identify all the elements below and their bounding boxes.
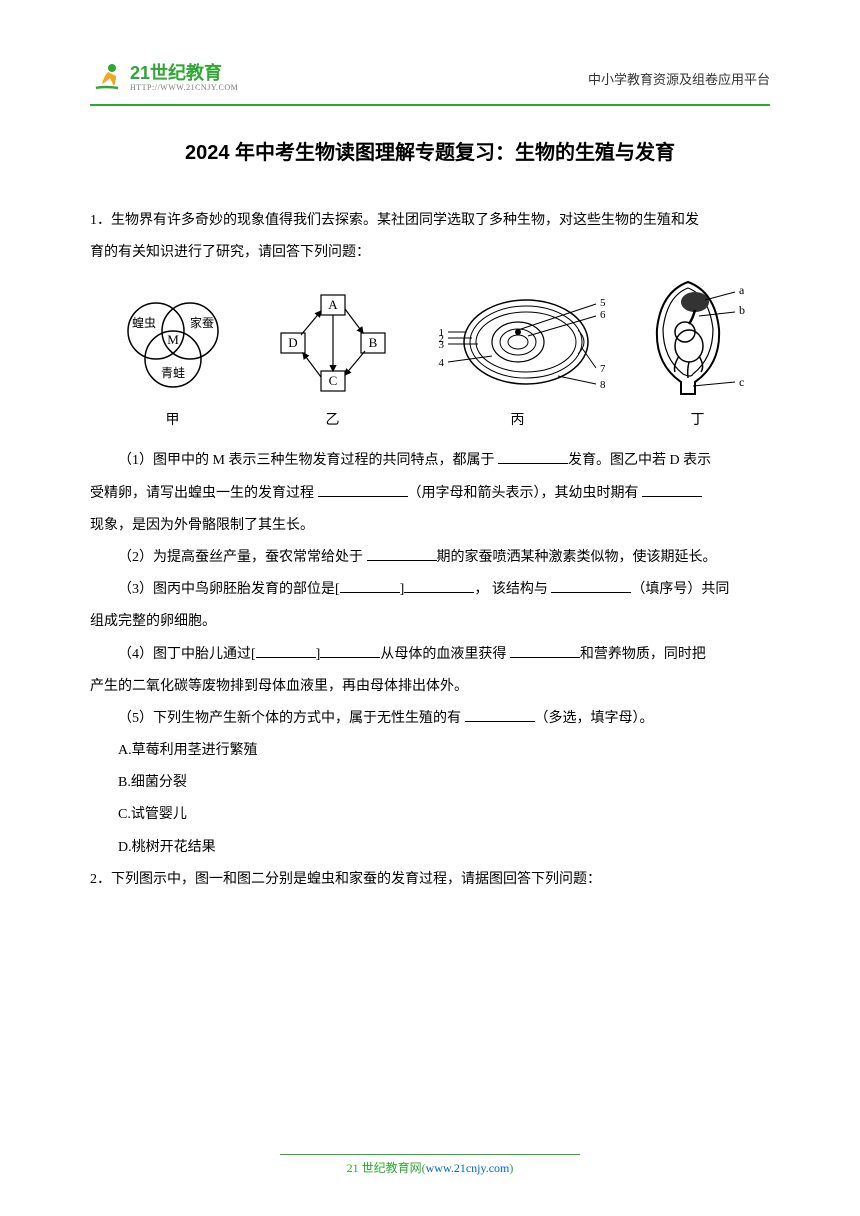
footer-text: 21 世纪教育网(www.21cnjy.com) bbox=[0, 1159, 860, 1176]
logo-text: 21世纪教育 HTTP://WWW.21CNJY.COM bbox=[130, 64, 238, 93]
flow-diagram: A B C D bbox=[273, 289, 393, 399]
q1-p5: （5）下列生物产生新个体的方式中，属于无性生殖的有 （多选，填字母）。 bbox=[90, 703, 770, 735]
fig-label-yi: 乙 bbox=[326, 405, 340, 437]
svg-text:3: 3 bbox=[438, 339, 444, 351]
logo: 21世纪教育 HTTP://WWW.21CNJY.COM bbox=[90, 60, 238, 96]
blank bbox=[465, 708, 535, 722]
svg-text:B: B bbox=[368, 335, 377, 350]
footer-divider bbox=[280, 1154, 580, 1155]
q1-p4a: （4）图丁中胎儿通过[ bbox=[118, 647, 256, 662]
q1-optC: C.试管婴儿 bbox=[90, 799, 770, 831]
blank bbox=[404, 579, 474, 593]
q1-p5a: （5）下列生物产生新个体的方式中，属于无性生殖的有 bbox=[118, 711, 465, 726]
page-title: 2024 年中考生物读图理解专题复习：生物的生殖与发育 bbox=[90, 136, 770, 165]
header-divider bbox=[90, 104, 770, 106]
blank bbox=[498, 450, 568, 464]
svg-text:D: D bbox=[288, 335, 297, 350]
header-right-text: 中小学教育资源及组卷应用平台 bbox=[588, 69, 770, 88]
q1-p1c: 受精卵，请写出蝗虫一生的发育过程 bbox=[90, 486, 318, 501]
blank bbox=[367, 547, 437, 561]
svg-text:A: A bbox=[328, 297, 338, 312]
q1-p3-line1: （3）图丙中鸟卵胚胎发育的部位是[]， 该结构与 （填序号）共同 bbox=[90, 574, 770, 606]
svg-text:家蚕: 家蚕 bbox=[189, 315, 213, 330]
venn-diagram: 蝗虫 家蚕 青蛙 M bbox=[108, 289, 238, 399]
svg-text:蝗虫: 蝗虫 bbox=[131, 316, 155, 330]
q1-p3c: ， 该结构与 bbox=[474, 582, 551, 597]
q1-p2b: 期的家蚕喷洒某种激素类似物，使该期延长。 bbox=[437, 550, 717, 565]
fig-label-ding: 丁 bbox=[691, 405, 705, 437]
svg-text:5: 5 bbox=[600, 297, 606, 309]
q1-p4c: 从母体的血液里获得 bbox=[380, 647, 510, 662]
q1-p3a: （3）图丙中鸟卵胚胎发育的部位是[ bbox=[118, 582, 340, 597]
q1-p1a: （1）图甲中的 M 表示三种生物发育过程的共同特点，都属于 bbox=[118, 453, 498, 468]
q1-p1-line2: 受精卵，请写出蝗虫一生的发育过程 （用字母和箭头表示），其幼虫时期有 bbox=[90, 478, 770, 510]
q1-p5b: （多选，填字母）。 bbox=[535, 711, 654, 726]
figure-ding: a b c 丁 bbox=[643, 274, 753, 437]
blank bbox=[320, 644, 380, 658]
svg-text:7: 7 bbox=[600, 363, 606, 375]
logo-sub-text: HTTP://WWW.21CNJY.COM bbox=[130, 84, 238, 93]
blank bbox=[510, 644, 580, 658]
svg-text:c: c bbox=[739, 375, 744, 389]
page-footer: 21 世纪教育网(www.21cnjy.com) bbox=[0, 1154, 860, 1176]
q1-p4d: 和营养物质，同时把 bbox=[580, 647, 706, 662]
footer-prefix: 21 世纪教育网( bbox=[347, 1161, 426, 1175]
figure-yi: A B C D 乙 bbox=[273, 289, 393, 437]
blank bbox=[551, 579, 631, 593]
q1-optA: A.草莓利用茎进行繁殖 bbox=[90, 735, 770, 767]
blank bbox=[256, 644, 316, 658]
fig-label-jia: 甲 bbox=[166, 405, 180, 437]
q1-p1-line3: 现象，是因为外骨骼限制了其生长。 bbox=[90, 510, 770, 542]
svg-text:8: 8 bbox=[600, 379, 606, 391]
uterus-diagram: a b c bbox=[643, 274, 753, 399]
figure-jia: 蝗虫 家蚕 青蛙 M 甲 bbox=[108, 289, 238, 437]
q1-p4-line1: （4）图丁中胎儿通过[]从母体的血液里获得 和营养物质，同时把 bbox=[90, 639, 770, 671]
svg-text:青蛙: 青蛙 bbox=[160, 366, 184, 380]
q1-p1d: （用字母和箭头表示），其幼虫时期有 bbox=[408, 486, 643, 501]
blank bbox=[642, 483, 702, 497]
q1-p2a: （2）为提高蚕丝产量，蚕农常常给处于 bbox=[118, 550, 367, 565]
svg-text:4: 4 bbox=[438, 357, 444, 369]
figure-bing: 1 2 3 4 5 6 7 8 丙 bbox=[428, 284, 608, 437]
q1-intro-line1: 1．生物界有许多奇妙的现象值得我们去探索。某社团同学选取了多种生物，对这些生物的… bbox=[90, 205, 770, 237]
q1-optB: B.细菌分裂 bbox=[90, 767, 770, 799]
svg-text:C: C bbox=[328, 373, 337, 388]
footer-suffix: ) bbox=[509, 1161, 513, 1175]
egg-diagram: 1 2 3 4 5 6 7 8 bbox=[428, 284, 608, 399]
svg-text:6: 6 bbox=[600, 309, 606, 321]
q1-p4-line2: 产生的二氧化碳等废物排到母体血液里，再由母体排出体外。 bbox=[90, 671, 770, 703]
q1-p1-line1: （1）图甲中的 M 表示三种生物发育过程的共同特点，都属于 发育。图乙中若 D … bbox=[90, 445, 770, 477]
fig-label-bing: 丙 bbox=[511, 405, 525, 437]
svg-text:b: b bbox=[739, 303, 745, 317]
q1-optD: D.桃树开花结果 bbox=[90, 832, 770, 864]
q1-p1b: 发育。图乙中若 D 表示 bbox=[568, 453, 711, 468]
footer-link[interactable]: www.21cnjy.com bbox=[426, 1161, 510, 1175]
figures-row: 蝗虫 家蚕 青蛙 M 甲 A B C bbox=[90, 287, 770, 437]
page-header: 21世纪教育 HTTP://WWW.21CNJY.COM 中小学教育资源及组卷应… bbox=[90, 60, 770, 96]
svg-text:M: M bbox=[167, 332, 179, 347]
q1-intro-line2: 育的有关知识进行了研究，请回答下列问题： bbox=[90, 237, 770, 269]
q1-p3d: （填序号）共同 bbox=[631, 582, 729, 597]
logo-icon bbox=[90, 60, 126, 96]
svg-text:a: a bbox=[739, 283, 745, 297]
q1-p2: （2）为提高蚕丝产量，蚕农常常给处于 期的家蚕喷洒某种激素类似物，使该期延长。 bbox=[90, 542, 770, 574]
blank bbox=[318, 483, 408, 497]
content-body: 1．生物界有许多奇妙的现象值得我们去探索。某社团同学选取了多种生物，对这些生物的… bbox=[90, 205, 770, 896]
logo-main-text: 21世纪教育 bbox=[130, 64, 238, 84]
blank bbox=[340, 579, 400, 593]
q2-line: 2．下列图示中，图一和图二分别是蝗虫和家蚕的发育过程，请据图回答下列问题： bbox=[90, 864, 770, 896]
q1-p3-line2: 组成完整的卵细胞。 bbox=[90, 606, 770, 638]
